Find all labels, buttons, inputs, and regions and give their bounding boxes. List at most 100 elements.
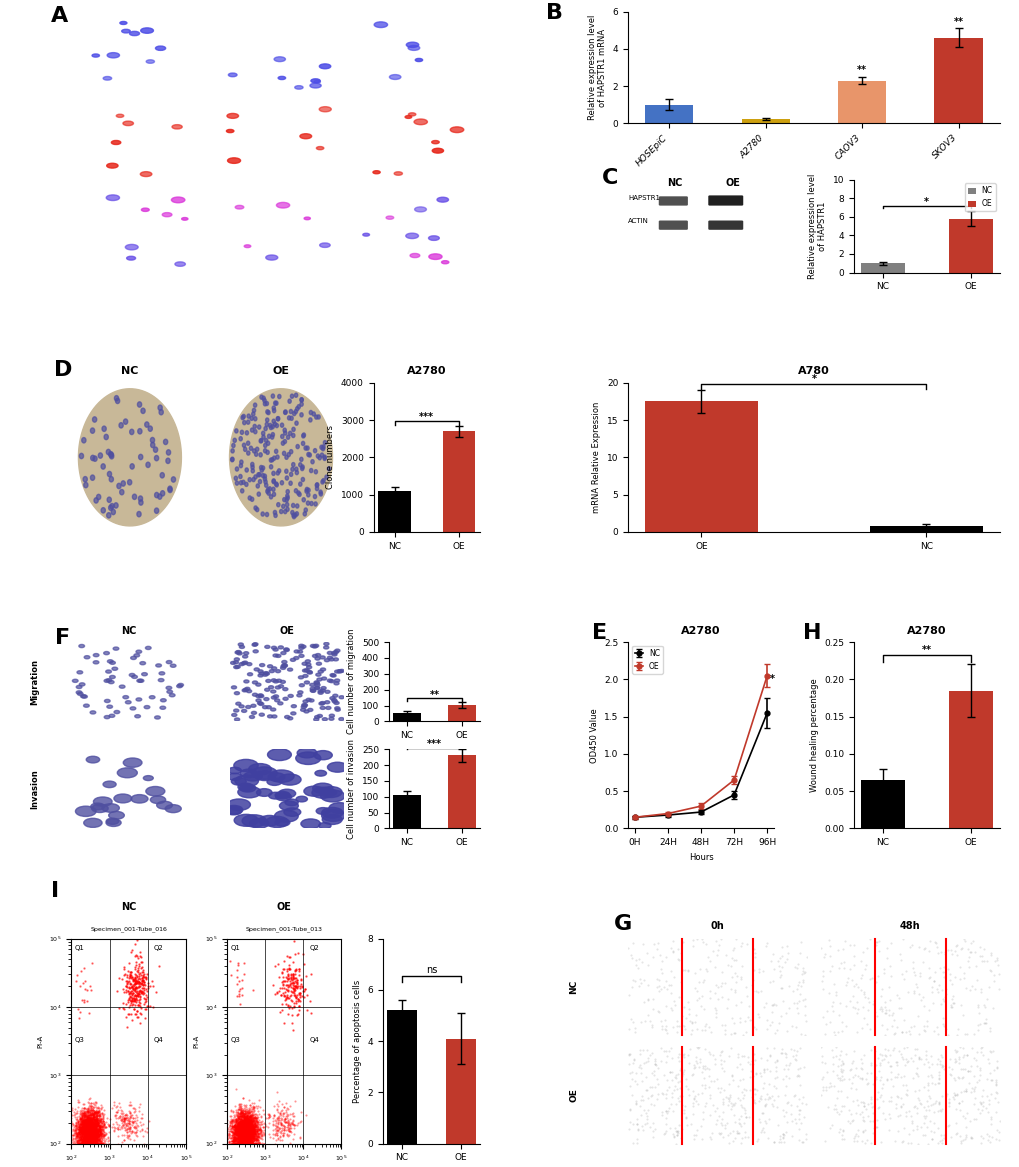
Point	[280, 1121, 297, 1140]
Point	[84, 1131, 100, 1149]
Ellipse shape	[303, 675, 308, 678]
Point	[745, 1079, 761, 1098]
Point	[119, 974, 136, 993]
Point	[119, 991, 136, 1009]
Point	[94, 1134, 110, 1153]
Point	[229, 1105, 246, 1124]
Point	[244, 1102, 260, 1120]
Ellipse shape	[316, 673, 321, 676]
Point	[238, 1130, 255, 1148]
Point	[767, 1021, 784, 1040]
Ellipse shape	[329, 803, 351, 813]
Point	[881, 991, 898, 1009]
Point	[911, 967, 927, 986]
Point	[626, 1049, 642, 1068]
Point	[243, 1123, 259, 1141]
Point	[233, 1130, 250, 1148]
Point	[278, 1106, 294, 1125]
Point	[82, 1111, 98, 1130]
Point	[82, 1118, 98, 1137]
Point	[87, 1125, 103, 1144]
Point	[242, 1132, 258, 1151]
Point	[232, 1118, 249, 1137]
Point	[298, 1105, 314, 1124]
Point	[837, 1016, 853, 1035]
Point	[83, 1112, 99, 1131]
Point	[128, 962, 145, 980]
Point	[949, 1067, 965, 1085]
Point	[787, 1085, 803, 1104]
Point	[844, 986, 860, 1005]
Point	[93, 1124, 109, 1142]
Point	[65, 1134, 82, 1153]
Point	[919, 1058, 935, 1077]
Point	[95, 1111, 111, 1130]
Point	[75, 1104, 92, 1123]
Point	[797, 963, 813, 981]
Point	[88, 1130, 104, 1148]
Point	[643, 1063, 659, 1082]
Point	[69, 1133, 86, 1152]
Point	[79, 1107, 96, 1126]
Point	[248, 1121, 264, 1140]
Point	[906, 1040, 922, 1058]
Point	[74, 1128, 91, 1147]
Point	[797, 1012, 813, 1030]
Point	[227, 1123, 244, 1141]
Point	[244, 1116, 260, 1134]
Point	[816, 945, 833, 964]
Circle shape	[276, 417, 279, 421]
Point	[86, 1118, 102, 1137]
Ellipse shape	[287, 668, 292, 671]
Circle shape	[299, 482, 302, 487]
Point	[122, 991, 139, 1009]
Point	[85, 1100, 101, 1119]
Point	[83, 1127, 99, 1146]
Point	[725, 1105, 741, 1124]
Point	[237, 1125, 254, 1144]
Point	[238, 1134, 255, 1153]
Point	[230, 1134, 247, 1153]
Point	[77, 1130, 94, 1148]
Point	[87, 1132, 103, 1151]
Point	[870, 1097, 887, 1116]
Point	[89, 1102, 105, 1120]
Point	[673, 1096, 689, 1114]
Point	[652, 1012, 668, 1030]
Point	[748, 1132, 764, 1151]
Point	[233, 1128, 250, 1147]
Point	[223, 1131, 239, 1149]
Point	[74, 1113, 91, 1132]
Point	[85, 1134, 101, 1153]
Point	[123, 969, 140, 987]
Point	[233, 1114, 250, 1133]
Point	[74, 1109, 91, 1127]
Point	[79, 1112, 96, 1131]
Point	[84, 1123, 100, 1141]
Point	[238, 1103, 255, 1121]
Point	[242, 1134, 258, 1153]
Point	[755, 1060, 771, 1078]
Point	[83, 1134, 99, 1153]
Point	[732, 937, 748, 956]
Point	[956, 931, 972, 950]
Point	[86, 1134, 102, 1153]
Point	[638, 1041, 654, 1060]
Point	[83, 1131, 99, 1149]
Ellipse shape	[264, 698, 269, 700]
Point	[85, 1121, 101, 1140]
Point	[81, 1134, 97, 1153]
Point	[708, 1111, 725, 1130]
Point	[646, 1119, 662, 1138]
Point	[238, 1133, 255, 1152]
Point	[242, 1109, 258, 1127]
Point	[111, 1116, 127, 1134]
Point	[84, 1123, 100, 1141]
Point	[775, 952, 792, 971]
Point	[903, 935, 919, 953]
Point	[235, 1112, 252, 1131]
Point	[228, 1116, 245, 1134]
Point	[97, 1118, 113, 1137]
Point	[86, 1126, 102, 1145]
Point	[144, 971, 160, 990]
